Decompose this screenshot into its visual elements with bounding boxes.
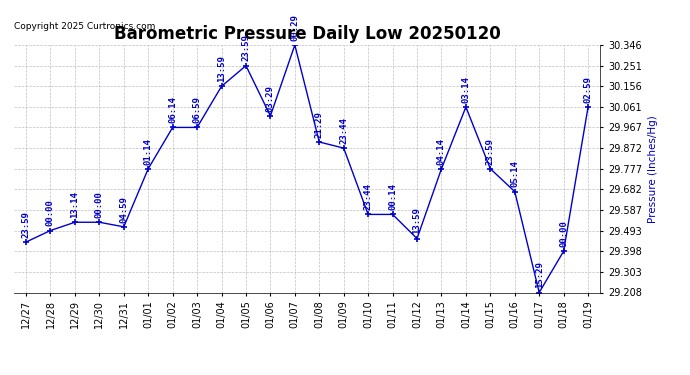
Text: 21:29: 21:29	[315, 111, 324, 138]
Text: 01:14: 01:14	[144, 138, 152, 165]
Text: 23:59: 23:59	[241, 34, 250, 62]
Text: 04:59: 04:59	[119, 196, 128, 223]
Text: 00:29: 00:29	[290, 14, 299, 41]
Text: 00:00: 00:00	[95, 191, 103, 218]
Text: 00:14: 00:14	[388, 183, 397, 210]
Text: 13:59: 13:59	[413, 207, 422, 234]
Text: 06:59: 06:59	[193, 96, 201, 123]
Text: 02:59: 02:59	[584, 76, 593, 103]
Text: 00:00: 00:00	[559, 220, 568, 247]
Text: 03:29: 03:29	[266, 85, 275, 112]
Title: Barometric Pressure Daily Low 20250120: Barometric Pressure Daily Low 20250120	[114, 26, 500, 44]
Y-axis label: Pressure (Inches/Hg): Pressure (Inches/Hg)	[648, 115, 658, 223]
Text: 13:14: 13:14	[70, 191, 79, 218]
Text: 13:59: 13:59	[217, 55, 226, 82]
Text: 23:59: 23:59	[486, 138, 495, 165]
Text: 15:29: 15:29	[535, 261, 544, 288]
Text: 00:00: 00:00	[46, 200, 55, 226]
Text: 23:44: 23:44	[364, 183, 373, 210]
Text: 23:44: 23:44	[339, 117, 348, 144]
Text: Copyright 2025 Curtronics.com: Copyright 2025 Curtronics.com	[14, 22, 155, 31]
Text: 05:14: 05:14	[511, 160, 520, 188]
Text: 03:14: 03:14	[462, 76, 471, 103]
Text: 06:14: 06:14	[168, 96, 177, 123]
Text: 23:59: 23:59	[21, 211, 30, 238]
Text: 04:14: 04:14	[437, 138, 446, 165]
